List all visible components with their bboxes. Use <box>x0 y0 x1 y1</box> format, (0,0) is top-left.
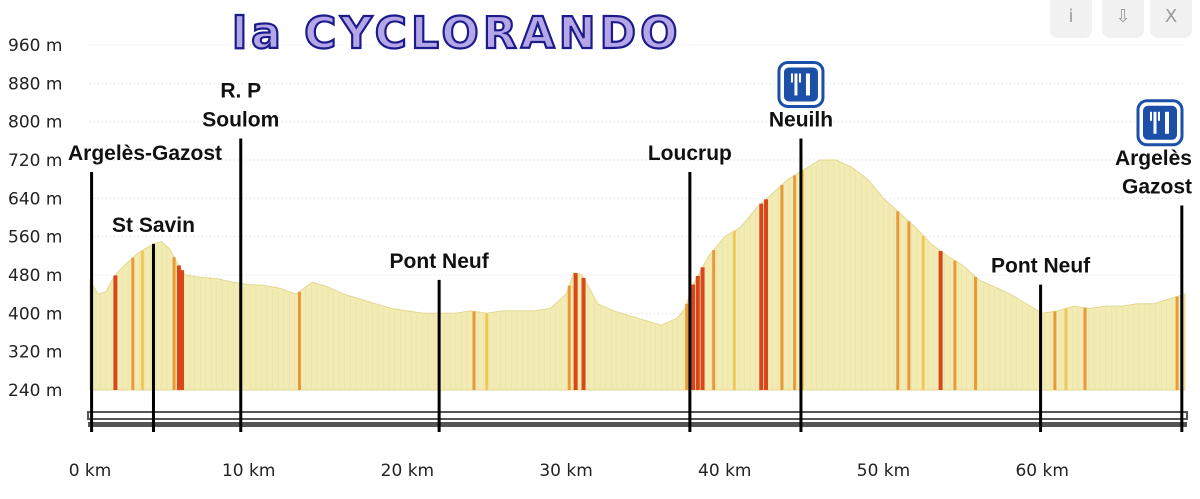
y-tick-label: 400 m <box>8 304 62 324</box>
waypoint-label: Pont Neuf <box>991 255 1091 278</box>
waypoint-label-2: Gazost <box>1122 176 1192 199</box>
y-tick-label: 800 m <box>8 113 62 133</box>
x-tick-label: 30 km <box>539 461 592 481</box>
x-tick-label: 20 km <box>381 461 434 481</box>
gradient-stripe <box>907 221 911 390</box>
gradient-stripe <box>1175 296 1179 390</box>
download-button[interactable]: ⇩ <box>1102 0 1144 38</box>
y-tick-label: 960 m <box>8 36 62 56</box>
y-tick-label: 640 m <box>8 189 62 209</box>
y-axis: 240 m 320 m 400 m 480 m 560 m 640 m 720 m 800 m… <box>8 36 62 401</box>
waypoint-label: Pont Neuf <box>390 250 490 273</box>
y-tick-label: 720 m <box>8 151 62 171</box>
info-button[interactable]: i <box>1050 0 1092 38</box>
gradient-stripe <box>780 184 784 390</box>
gradient-stripe <box>921 235 925 390</box>
gradient-stripe <box>896 211 900 390</box>
gradient-stripe <box>567 285 571 390</box>
waypoint-label-2: Soulom <box>202 108 279 131</box>
gradient-stripe <box>176 265 181 390</box>
distance-bar-top <box>87 411 1188 420</box>
gradient-stripe <box>801 170 805 390</box>
gradient-stripe <box>172 257 176 390</box>
gradient-stripe <box>695 275 700 390</box>
restaurant-icon-bg <box>1143 105 1177 140</box>
gradient-stripe <box>974 276 978 390</box>
y-tick-label: 480 m <box>8 266 62 286</box>
gradient-stripe <box>573 273 578 390</box>
y-tick-label: 880 m <box>8 74 62 94</box>
gradient-stripe <box>685 303 689 390</box>
waypoint-label: R. P <box>220 80 261 103</box>
chart-title: la CYCLORANDO <box>232 8 682 59</box>
y-tick-label: 240 m <box>8 381 62 401</box>
gradient-stripe <box>764 199 769 390</box>
x-tick-label: 0 km <box>69 461 112 481</box>
waypoint-label: Argelès-Gazost <box>68 142 222 165</box>
gradient-stripe <box>938 251 943 390</box>
waypoint-label: Argelès <box>1115 147 1192 170</box>
gradient-stripe <box>700 267 705 390</box>
restaurant-icon-bg <box>783 67 818 102</box>
gradient-stripe <box>1053 311 1057 390</box>
restaurant-icon <box>777 60 825 108</box>
gradient-stripe <box>732 230 736 390</box>
gradient-stripe <box>953 260 957 390</box>
gradient-stripe <box>140 250 144 390</box>
gradient-stripe <box>297 291 301 390</box>
gradient-stripe <box>712 250 716 390</box>
gradient-stripe <box>472 311 476 390</box>
waypoint-label: Neuilh <box>769 108 833 131</box>
gradient-stripe <box>1064 308 1068 390</box>
distance-bar-bottom <box>88 422 1187 427</box>
waypoint-label: Loucrup <box>648 142 732 165</box>
gradient-stripe <box>131 257 135 390</box>
restaurant-icon <box>1136 99 1184 147</box>
x-axis: 0 km 10 km 20 km 30 km 40 km 50 km 60 km <box>69 461 1069 481</box>
distance-bar <box>87 411 1188 427</box>
x-tick-label: 40 km <box>698 461 751 481</box>
gradient-stripe <box>581 277 586 390</box>
gradient-stripe <box>759 203 764 390</box>
waypoint-label: St Savin <box>112 214 195 237</box>
x-tick-label: 60 km <box>1015 461 1068 481</box>
gradient-stripe <box>113 275 118 390</box>
waypoints: Argelès-Gazost St Savin R. P Soulom Pont Neu… <box>68 60 1192 432</box>
close-button[interactable]: X <box>1150 0 1192 38</box>
x-tick-label: 50 km <box>857 461 910 481</box>
gradient-stripe <box>1083 307 1087 390</box>
gradient-stripes <box>113 170 1179 390</box>
gradient-stripe <box>485 313 489 390</box>
gradient-stripe <box>180 270 185 390</box>
y-tick-label: 320 m <box>8 343 62 363</box>
y-tick-label: 560 m <box>8 228 62 248</box>
gradient-stripe <box>793 175 797 390</box>
gradient-stripe <box>691 284 696 390</box>
x-tick-label: 10 km <box>222 461 275 481</box>
